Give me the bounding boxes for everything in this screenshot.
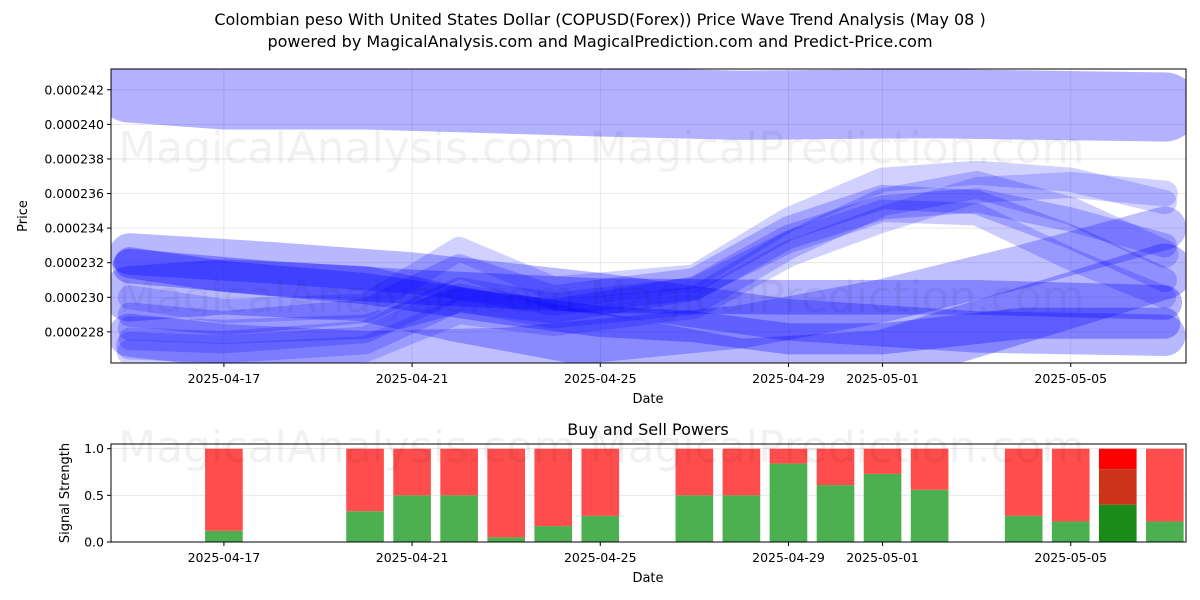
buy-bar <box>393 495 431 542</box>
price-wave-band <box>111 69 1186 142</box>
price-chart-y-label: Price <box>16 200 31 232</box>
figure-title-line-1: Colombian peso With United States Dollar… <box>214 10 985 29</box>
watermark-magicalanalysis: MagicalAnalysis.com <box>118 422 576 473</box>
watermark-magicalprediction: MagicalPrediction.com <box>590 422 1085 473</box>
watermark-magicalprediction: MagicalPrediction.com <box>590 123 1085 174</box>
buy-bar <box>1146 521 1184 542</box>
y-tick-label: 0.000242 <box>44 82 104 97</box>
price-wave-band <box>116 171 1178 363</box>
sell-bar <box>769 448 808 464</box>
y-tick-label: 0.000236 <box>44 186 104 201</box>
buy-bar <box>816 485 855 542</box>
sell-bar <box>910 448 949 490</box>
buy-sell-chart-frame <box>110 443 1187 543</box>
sell-bar <box>487 448 526 538</box>
buy-bar <box>675 495 714 542</box>
x-tick-label: 2025-04-17 <box>188 371 261 386</box>
price-wave-band <box>117 188 1177 344</box>
buy-sell-y-ticks: 0.0 0.5 1.0 <box>84 441 111 550</box>
price-wave-bands <box>111 69 1186 363</box>
buy-sell-chart: Buy and Sell Powers MagicalAnalysis.com … <box>58 420 1187 586</box>
x-tick-label: 2025-05-01 <box>846 550 919 565</box>
buy-sell-chart-title: Buy and Sell Powers <box>567 420 729 439</box>
buy-sell-y-label: Signal Strength <box>58 443 73 543</box>
buy-bar <box>910 489 949 542</box>
sell-bar <box>722 448 761 496</box>
buy-bar <box>534 526 573 542</box>
sell-bar <box>1051 448 1090 522</box>
x-tick-label: 2025-04-29 <box>752 550 825 565</box>
buy-bar <box>581 515 620 542</box>
x-tick-label: 2025-04-17 <box>188 550 261 565</box>
y-tick-label: 0.0 <box>84 535 104 550</box>
sell-bar <box>440 448 478 496</box>
buy-sell-bars <box>205 448 1184 542</box>
y-tick-label: 1.0 <box>84 441 104 456</box>
buy-bar <box>440 495 478 542</box>
buy-bar <box>1098 504 1137 542</box>
x-tick-label: 2025-04-21 <box>376 371 449 386</box>
price-wave-band <box>115 171 1179 363</box>
watermark-magicalanalysis: MagicalAnalysis.com <box>118 272 576 323</box>
buy-bar <box>722 495 761 542</box>
sell-bar <box>863 448 902 474</box>
buy-bar <box>769 463 808 542</box>
price-wave-band <box>111 233 1186 357</box>
x-tick-label: 2025-04-25 <box>564 371 637 386</box>
x-tick-label: 2025-04-29 <box>752 371 825 386</box>
price-chart-x-ticks: 2025-04-17 2025-04-21 2025-04-25 2025-04-29… <box>188 363 1107 386</box>
watermark-magicalprediction: MagicalPrediction.com <box>590 272 1085 323</box>
sell-bar <box>534 448 573 527</box>
price-wave-band <box>114 247 1181 355</box>
y-tick-label: 0.5 <box>84 488 104 503</box>
y-tick-label: 0.000228 <box>44 324 104 339</box>
y-tick-label: 0.000240 <box>44 117 104 132</box>
price-wave-band <box>117 184 1177 336</box>
sell-bar <box>675 448 714 496</box>
buy-sell-x-label: Date <box>632 571 663 586</box>
sell-bar <box>205 448 243 531</box>
buy-sell-x-ticks: 2025-04-17 2025-04-21 2025-04-25 2025-04-29… <box>188 542 1107 565</box>
y-tick-label: 0.000232 <box>44 255 104 270</box>
price-wave-band <box>117 160 1177 324</box>
buy-bar <box>346 511 384 542</box>
watermark-magicalanalysis: MagicalAnalysis.com <box>118 123 576 174</box>
sell-bar <box>346 448 384 512</box>
x-tick-label: 2025-04-21 <box>376 550 449 565</box>
sell-bar <box>1004 448 1043 516</box>
price-chart-grid <box>111 69 1186 363</box>
price-chart-x-label: Date <box>632 392 663 407</box>
price-wave-band <box>112 248 1183 320</box>
figure-title-line-2: powered by MagicalAnalysis.com and Magic… <box>267 32 932 51</box>
x-tick-label: 2025-05-05 <box>1034 550 1107 565</box>
price-wave-band <box>111 243 1186 363</box>
sell-bar <box>393 448 431 496</box>
y-tick-label: 0.000238 <box>44 151 104 166</box>
x-tick-label: 2025-04-25 <box>564 550 637 565</box>
y-tick-label: 0.000234 <box>44 221 104 236</box>
buy-bar <box>1051 521 1090 542</box>
sell-bar <box>581 448 620 516</box>
sell-bar <box>1098 448 1137 470</box>
price-chart-frame <box>110 68 1187 364</box>
sell-bar <box>1146 448 1184 522</box>
price-chart-y-ticks: 0.000228 0.000230 0.000232 0.000234 0.000236… <box>44 82 111 339</box>
price-wave-band <box>118 199 1177 354</box>
buy-bar <box>1004 515 1043 542</box>
buy-bar <box>487 537 526 542</box>
sell-bar <box>1098 469 1137 505</box>
price-chart: MagicalAnalysis.com MagicalPrediction.co… <box>16 68 1187 407</box>
x-tick-label: 2025-05-05 <box>1034 371 1107 386</box>
buy-bar <box>863 473 902 542</box>
buy-bar <box>205 530 243 542</box>
sell-bar <box>816 448 855 486</box>
x-tick-label: 2025-05-01 <box>846 371 919 386</box>
y-tick-label: 0.000230 <box>44 290 104 305</box>
price-wave-band <box>111 206 1186 363</box>
